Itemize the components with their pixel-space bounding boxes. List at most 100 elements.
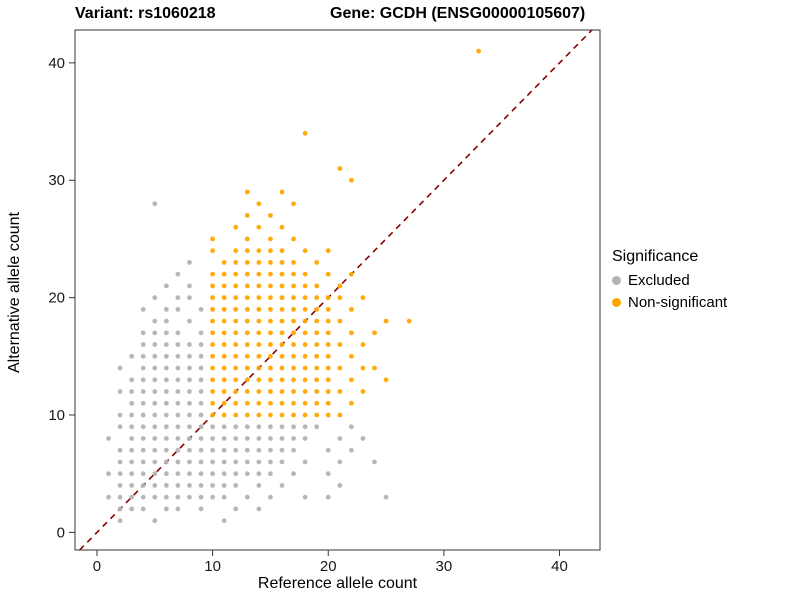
data-point	[268, 365, 273, 371]
data-point	[152, 353, 158, 359]
data-point	[140, 447, 146, 453]
data-point	[325, 353, 331, 359]
data-point	[187, 295, 192, 301]
data-point	[117, 518, 123, 524]
data-point	[256, 248, 262, 254]
data-point	[279, 248, 285, 254]
data-point	[175, 400, 181, 406]
data-point	[302, 295, 308, 301]
data-point	[210, 483, 216, 488]
data-point	[325, 389, 331, 394]
data-point	[163, 353, 169, 359]
data-point	[337, 459, 343, 465]
data-point	[140, 436, 146, 441]
data-point	[210, 389, 216, 394]
data-point	[117, 506, 123, 512]
data-point	[302, 436, 308, 441]
data-point	[291, 400, 296, 406]
data-point	[337, 283, 343, 289]
data-point	[256, 318, 262, 324]
data-point	[140, 377, 146, 383]
data-point	[291, 436, 296, 441]
data-point	[233, 283, 239, 289]
data-point	[175, 483, 181, 488]
data-point	[163, 342, 169, 347]
data-point	[175, 436, 181, 441]
data-point	[244, 248, 250, 254]
data-point	[175, 471, 181, 477]
data-point	[279, 424, 285, 430]
data-point	[302, 271, 308, 277]
data-point	[268, 353, 273, 359]
data-point	[175, 506, 181, 512]
data-point	[210, 295, 216, 301]
data-point	[244, 377, 250, 383]
data-point	[291, 283, 296, 289]
data-point	[163, 389, 169, 394]
data-point	[163, 330, 169, 336]
data-point	[210, 330, 216, 336]
data-point	[406, 318, 412, 324]
data-point	[152, 295, 158, 301]
legend: Significance Excluded Non-significant	[612, 248, 727, 311]
data-point	[152, 436, 158, 441]
data-point	[175, 353, 181, 359]
data-point	[233, 377, 239, 383]
data-point	[117, 447, 123, 453]
data-point	[221, 459, 227, 465]
data-point	[198, 436, 204, 441]
data-point	[175, 271, 181, 277]
data-point	[256, 436, 262, 441]
data-point	[302, 353, 308, 359]
data-point	[210, 494, 216, 500]
data-point	[256, 459, 262, 465]
data-point	[268, 330, 273, 336]
data-point	[129, 506, 135, 512]
data-point	[152, 412, 158, 418]
data-point	[163, 506, 169, 512]
y-axis-title: Alternative allele count	[6, 212, 23, 373]
data-point	[117, 459, 123, 465]
data-point	[210, 248, 216, 254]
data-point	[256, 389, 262, 394]
data-point	[268, 213, 273, 218]
data-point	[383, 494, 389, 500]
data-point	[140, 483, 146, 488]
data-point	[233, 447, 239, 453]
data-point	[198, 506, 204, 512]
data-point	[140, 330, 146, 336]
data-point	[314, 318, 320, 324]
data-point	[175, 306, 181, 312]
legend-item-excluded: Excluded	[612, 272, 727, 289]
data-point	[210, 306, 216, 312]
data-point	[163, 377, 169, 383]
data-point	[244, 353, 250, 359]
data-point	[325, 271, 331, 277]
data-point	[233, 295, 239, 301]
data-point	[314, 412, 320, 418]
data-point	[175, 447, 181, 453]
data-point	[152, 365, 158, 371]
data-point	[325, 295, 331, 301]
data-point	[221, 471, 227, 477]
data-point	[175, 424, 181, 430]
data-point	[163, 436, 169, 441]
data-point	[372, 459, 377, 465]
x-tick-label: 40	[551, 558, 568, 575]
data-point	[152, 494, 158, 500]
data-point	[279, 189, 285, 195]
legend-item-non-significant: Non-significant	[612, 294, 727, 311]
data-point	[210, 400, 216, 406]
data-point	[476, 48, 481, 54]
data-point	[244, 213, 250, 218]
data-point	[129, 389, 135, 394]
data-point	[187, 342, 192, 347]
data-point	[291, 365, 296, 371]
data-point	[244, 412, 250, 418]
data-point	[244, 236, 250, 242]
data-point	[129, 459, 135, 465]
data-point	[348, 353, 354, 359]
data-point	[337, 389, 343, 394]
data-point	[106, 471, 111, 477]
data-point	[163, 447, 169, 453]
